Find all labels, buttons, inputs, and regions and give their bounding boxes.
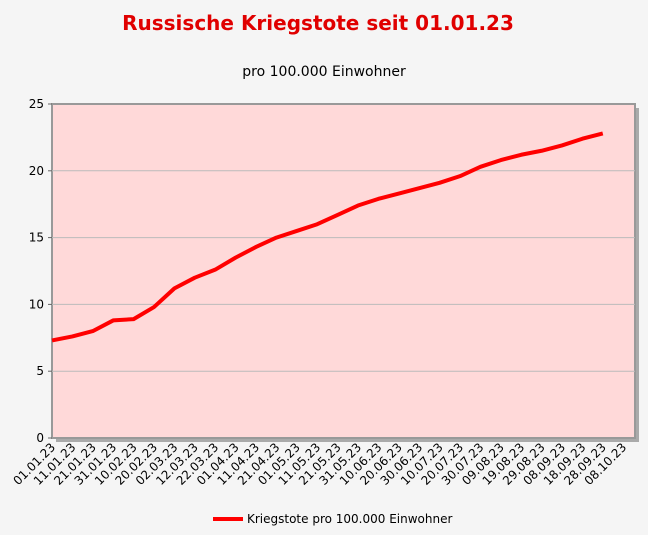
chart-title: Russische Kriegstote seit 01.01.23 — [122, 11, 514, 35]
y-tick-label: 15 — [29, 231, 44, 245]
y-tick-label: 10 — [29, 297, 44, 311]
y-tick-label: 20 — [29, 164, 44, 178]
line — [51, 131, 604, 343]
plot-area — [51, 103, 636, 439]
y-tick-label: 5 — [36, 364, 44, 378]
legend-label: Kriegstote pro 100.000 Einwohner — [247, 512, 452, 526]
y-tick-label: 25 — [29, 97, 44, 111]
y-tick-label: 0 — [36, 431, 44, 445]
chart-subtitle: pro 100.000 Einwohner — [242, 64, 406, 80]
